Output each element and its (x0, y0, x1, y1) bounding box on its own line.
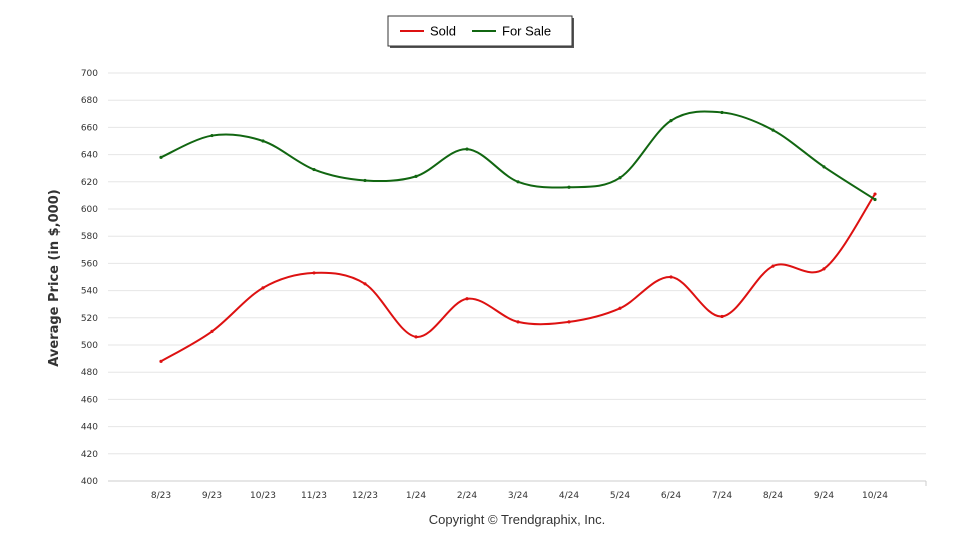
data-point-for-sale (363, 178, 367, 183)
data-point-for-sale (873, 197, 877, 202)
copyright-text: Copyright © Trendgraphix, Inc. (429, 512, 606, 527)
series-line-for-sale (160, 110, 876, 201)
y-axis-label: Average Price (in $,000) (47, 189, 62, 366)
series-group (159, 110, 877, 363)
data-point-for-sale (771, 128, 775, 132)
data-point-sold (669, 275, 673, 279)
x-tick-label: 3/24 (508, 491, 528, 501)
grid-lines (108, 72, 926, 482)
x-tick-label: 8/23 (151, 491, 171, 501)
y-tick-label: 440 (81, 423, 98, 433)
data-point-sold (873, 192, 877, 196)
legend: Sold For Sale (387, 15, 574, 48)
data-point-for-sale (159, 155, 163, 159)
data-point-for-sale (465, 147, 469, 151)
y-tick-label: 400 (81, 477, 98, 487)
data-point-for-sale (516, 180, 520, 184)
data-point-sold (465, 297, 469, 301)
x-tick-label: 11/23 (301, 491, 327, 501)
x-tick-label: 2/24 (457, 491, 477, 501)
data-point-sold (312, 271, 316, 275)
x-tick-label: 7/24 (712, 491, 732, 501)
data-point-for-sale (669, 119, 673, 123)
data-point-for-sale (414, 174, 418, 178)
x-tick-label: 8/24 (763, 491, 783, 501)
y-tick-label: 540 (81, 287, 98, 297)
y-axis: 400 420 440 460 480 500 520 540 560 580 600 620 640 6… (81, 69, 98, 487)
data-point-sold (210, 329, 214, 333)
data-point-sold (516, 320, 520, 324)
y-tick-label: 620 (81, 178, 98, 188)
data-point-for-sale (261, 139, 265, 143)
series-line-sold (160, 193, 876, 363)
x-tick-label: 4/24 (559, 491, 579, 501)
x-tick-label: 5/24 (610, 491, 630, 501)
data-point-sold (363, 282, 367, 286)
x-tick-label: 9/23 (202, 491, 222, 501)
data-point-for-sale (822, 165, 826, 169)
data-point-sold (822, 267, 826, 271)
data-point-sold (261, 286, 265, 290)
x-tick-label: 10/23 (250, 491, 276, 501)
y-tick-label: 600 (81, 205, 98, 215)
x-tick-label: 1/24 (406, 491, 426, 501)
y-tick-label: 560 (81, 259, 98, 269)
y-tick-label: 460 (81, 395, 98, 405)
data-point-sold (720, 314, 724, 319)
legend-label-for-sale: For Sale (502, 24, 551, 39)
x-axis: 8/23 9/23 10/23 11/23 12/23 1/24 2/24 3/24 4/24 5… (108, 480, 927, 501)
y-tick-label: 580 (81, 232, 98, 242)
data-point-for-sale (312, 167, 316, 172)
data-point-sold (618, 306, 622, 310)
y-tick-label: 420 (81, 450, 98, 460)
y-tick-label: 680 (81, 96, 98, 106)
y-tick-label: 660 (81, 123, 98, 133)
data-point-sold (771, 264, 775, 268)
y-tick-label: 480 (81, 368, 98, 378)
x-tick-label: 10/24 (862, 491, 888, 501)
data-point-sold (414, 335, 418, 339)
x-tick-label: 12/23 (352, 491, 378, 501)
y-tick-label: 520 (81, 314, 98, 324)
y-tick-label: 500 (81, 341, 98, 351)
data-point-sold (159, 359, 163, 363)
x-tick-label: 9/24 (814, 491, 834, 501)
data-point-for-sale (618, 176, 622, 180)
legend-label-sold: Sold (430, 24, 456, 39)
x-tick-label: 6/24 (661, 491, 681, 501)
data-point-for-sale (567, 185, 571, 189)
data-point-sold (567, 320, 571, 324)
y-tick-label: 700 (81, 69, 98, 79)
y-tick-label: 640 (81, 151, 98, 161)
data-point-for-sale (210, 133, 214, 138)
data-point-for-sale (720, 110, 724, 115)
